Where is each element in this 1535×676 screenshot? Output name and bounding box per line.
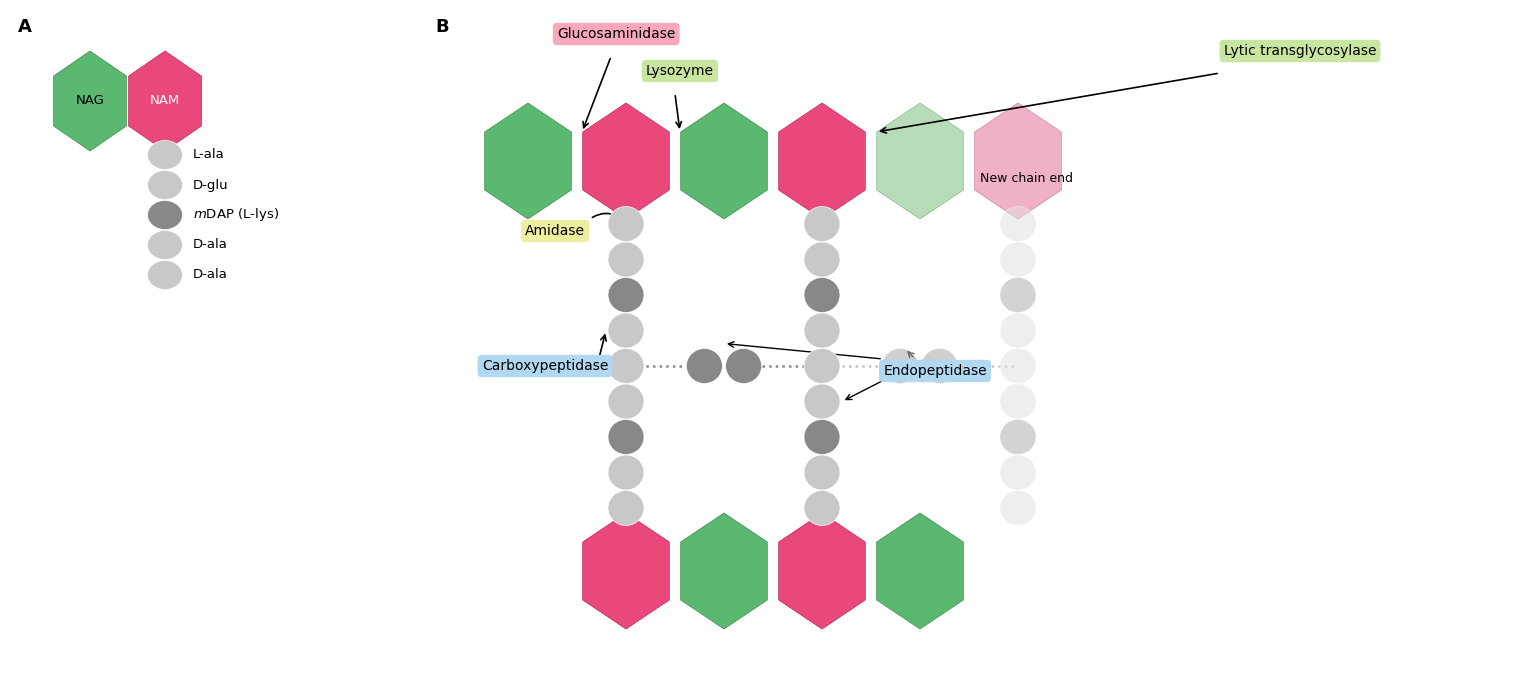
Ellipse shape xyxy=(608,491,645,525)
Text: NAG: NAG xyxy=(75,95,104,107)
Text: D-glu: D-glu xyxy=(193,178,229,191)
Polygon shape xyxy=(778,513,866,629)
Polygon shape xyxy=(876,103,964,219)
Polygon shape xyxy=(583,513,669,629)
Polygon shape xyxy=(680,103,768,219)
Ellipse shape xyxy=(608,278,645,312)
Ellipse shape xyxy=(999,313,1036,348)
Ellipse shape xyxy=(147,201,183,229)
Ellipse shape xyxy=(804,455,840,490)
Ellipse shape xyxy=(686,349,723,383)
Text: NAM: NAM xyxy=(150,95,180,107)
Ellipse shape xyxy=(804,242,840,277)
Text: Endopeptidase: Endopeptidase xyxy=(883,364,987,378)
Ellipse shape xyxy=(608,313,645,348)
Ellipse shape xyxy=(999,384,1036,419)
Ellipse shape xyxy=(804,491,840,525)
Ellipse shape xyxy=(147,260,183,289)
Text: Lytic transglycosylase: Lytic transglycosylase xyxy=(1223,44,1377,58)
Ellipse shape xyxy=(804,349,840,383)
Polygon shape xyxy=(680,513,768,629)
Ellipse shape xyxy=(883,349,918,383)
Polygon shape xyxy=(485,103,571,219)
Ellipse shape xyxy=(147,170,183,199)
Ellipse shape xyxy=(804,384,840,419)
Polygon shape xyxy=(975,103,1061,219)
Ellipse shape xyxy=(999,278,1036,312)
Ellipse shape xyxy=(608,420,645,454)
Ellipse shape xyxy=(999,420,1036,454)
Ellipse shape xyxy=(608,242,645,277)
Ellipse shape xyxy=(608,384,645,419)
Ellipse shape xyxy=(921,349,958,383)
Text: B: B xyxy=(434,18,448,36)
Ellipse shape xyxy=(147,231,183,260)
Ellipse shape xyxy=(608,349,645,383)
Text: L-ala: L-ala xyxy=(193,149,224,162)
Text: New chain end: New chain end xyxy=(979,172,1073,185)
Ellipse shape xyxy=(999,349,1036,383)
Text: D-ala: D-ala xyxy=(193,268,227,281)
Polygon shape xyxy=(129,51,201,151)
Text: Carboxypeptidase: Carboxypeptidase xyxy=(482,359,608,373)
Polygon shape xyxy=(583,103,669,219)
Ellipse shape xyxy=(804,420,840,454)
Text: $\it{m}$DAP (L-lys): $\it{m}$DAP (L-lys) xyxy=(193,206,279,224)
Ellipse shape xyxy=(804,313,840,348)
Polygon shape xyxy=(876,513,964,629)
Ellipse shape xyxy=(608,206,645,241)
Ellipse shape xyxy=(608,455,645,490)
Text: Amidase: Amidase xyxy=(525,224,585,238)
Text: Lysozyme: Lysozyme xyxy=(646,64,714,78)
Text: D-ala: D-ala xyxy=(193,239,227,251)
Ellipse shape xyxy=(804,278,840,312)
Ellipse shape xyxy=(804,206,840,241)
Ellipse shape xyxy=(999,455,1036,490)
Ellipse shape xyxy=(999,242,1036,277)
Ellipse shape xyxy=(147,141,183,170)
Text: A: A xyxy=(18,18,32,36)
Ellipse shape xyxy=(999,491,1036,525)
Ellipse shape xyxy=(999,206,1036,241)
Text: Glucosaminidase: Glucosaminidase xyxy=(557,27,675,41)
Polygon shape xyxy=(54,51,126,151)
Polygon shape xyxy=(778,103,866,219)
Ellipse shape xyxy=(726,349,761,383)
